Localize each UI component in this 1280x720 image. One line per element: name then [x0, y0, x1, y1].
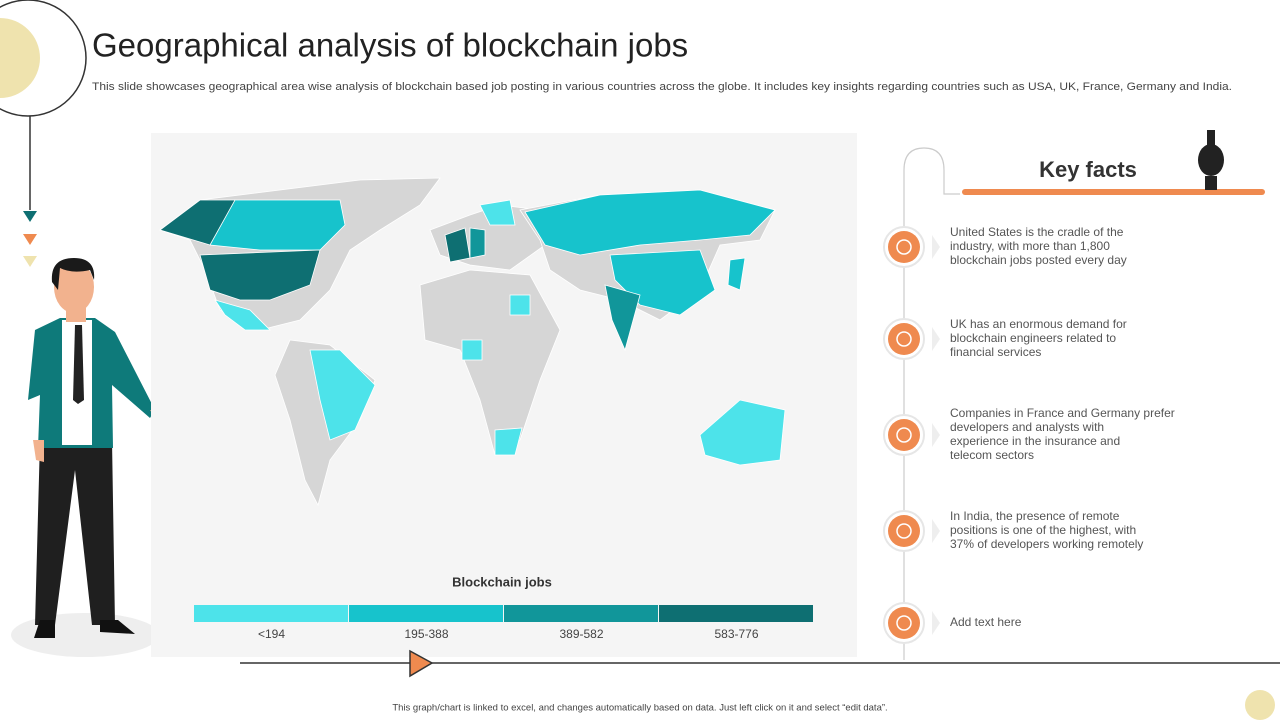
fact-text: In India, the presence of remote position… [950, 509, 1143, 551]
fact-icon-glyph [896, 615, 912, 631]
fact-icon-glyph [896, 523, 912, 539]
legend: <194 195-388 389-582 583-776 [194, 605, 813, 641]
title: Geographical analysis of blockchain jobs [92, 27, 688, 64]
fact-pointer [932, 235, 940, 259]
legend-title: Blockchain jobs [452, 574, 552, 589]
fact-icon [888, 419, 920, 451]
legend-swatch [504, 605, 658, 622]
fact-icon-glyph [896, 239, 912, 255]
legend-swatch [659, 605, 813, 622]
legend-swatch [194, 605, 348, 622]
timeline [903, 147, 960, 660]
fact-pointer [932, 423, 940, 447]
legend-label: <194 [258, 627, 285, 641]
subtitle: This slide showcases geographical area w… [92, 81, 1232, 93]
footer-note: This graph/chart is linked to excel, and… [392, 703, 887, 714]
fact-icon [888, 607, 920, 639]
deco-tri [23, 256, 37, 267]
fact-icon [888, 231, 920, 263]
deco-tri [23, 234, 37, 245]
legend-label: 389-582 [559, 627, 603, 641]
bottom-arrow [409, 649, 434, 678]
legend-label: 583-776 [714, 627, 758, 641]
deco-circle [1245, 690, 1275, 720]
deco-circle [0, 18, 40, 98]
fact-pointer [932, 519, 940, 543]
deco-ring [0, 0, 87, 117]
fact-icon-glyph [896, 427, 912, 443]
fact-pointer [932, 611, 940, 635]
key-facts-title: Key facts [1039, 157, 1137, 182]
presenter-illustration [11, 258, 176, 657]
legend-label: 195-388 [404, 627, 448, 641]
world-map [159, 177, 786, 507]
deco-tri [23, 211, 37, 222]
fact-text: United States is the cradle of the indust… [950, 225, 1127, 267]
fact-text: UK has an enormous demand for blockchain … [950, 317, 1127, 359]
fact-pointer [932, 327, 940, 351]
fact-text: Companies in France and Germany prefer de… [950, 406, 1175, 462]
facts: United States is the cradle of the indust… [883, 225, 1175, 644]
fact-text: Add text here [950, 615, 1022, 629]
fact-icon [888, 515, 920, 547]
legend-swatch [349, 605, 503, 622]
bulb-icon [1198, 130, 1224, 190]
fact-icon [888, 323, 920, 355]
fact-icon-glyph [896, 331, 912, 347]
title-underline [962, 189, 1265, 195]
